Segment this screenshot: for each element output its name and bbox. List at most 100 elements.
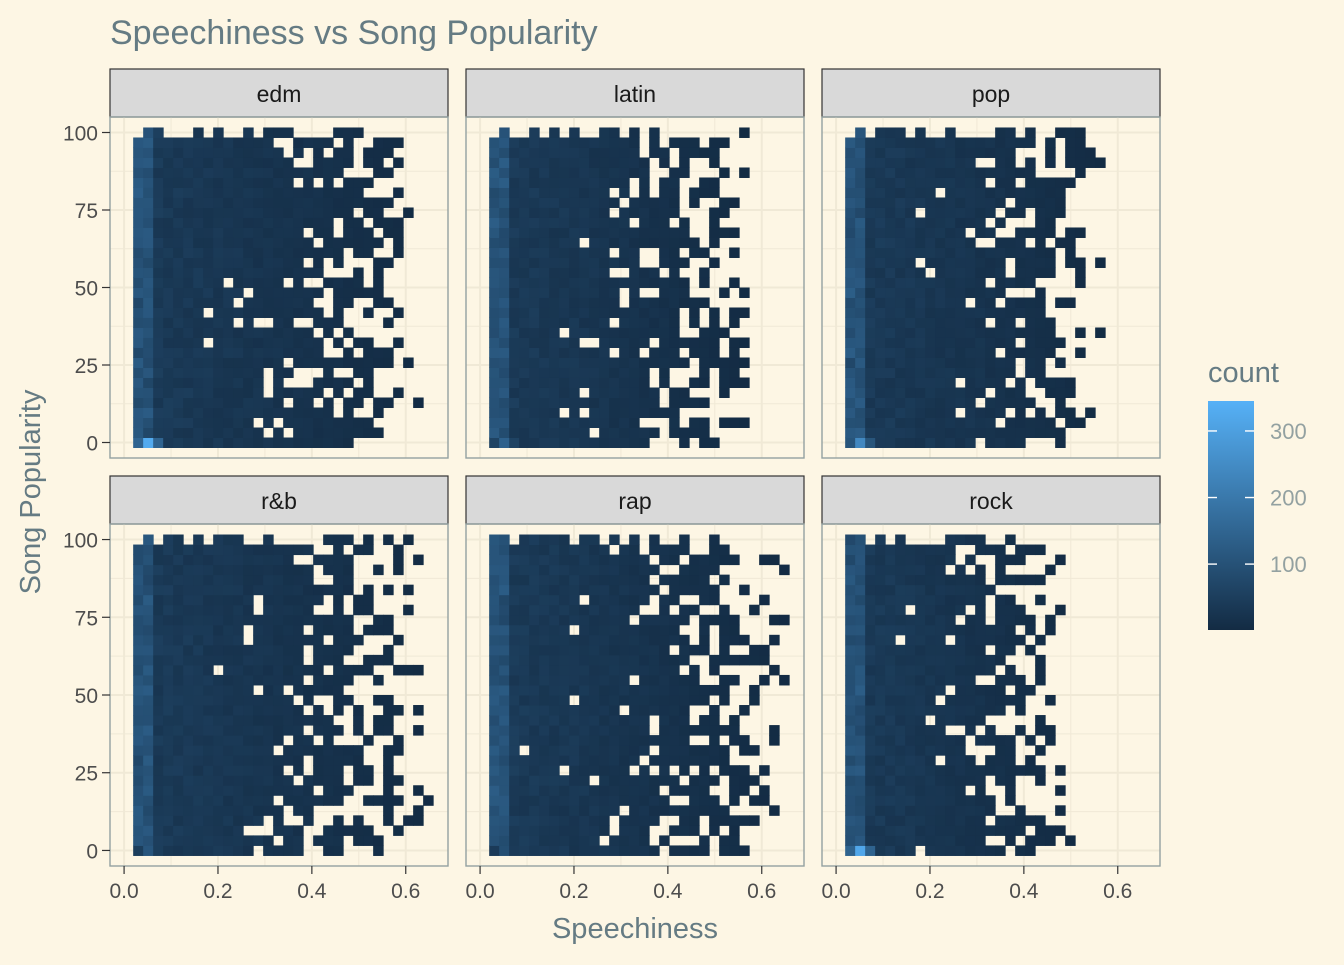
heatmap-tile — [273, 327, 284, 338]
heatmap-tile — [925, 674, 936, 686]
heatmap-tile — [609, 427, 620, 438]
heatmap-tile — [549, 257, 560, 268]
heatmap-tile — [579, 674, 590, 686]
heatmap-tile — [203, 437, 214, 449]
heatmap-tile — [709, 725, 720, 736]
heatmap-tile — [489, 227, 500, 238]
heatmap-tile — [213, 835, 224, 846]
heatmap-tile — [143, 137, 154, 148]
heatmap-tile — [393, 217, 404, 228]
heatmap-tile — [539, 604, 550, 616]
heatmap-tile — [193, 825, 204, 836]
heatmap-tile — [689, 427, 700, 438]
heatmap-tile — [509, 407, 520, 418]
heatmap-tile — [875, 544, 886, 556]
heatmap-tile — [569, 247, 580, 258]
heatmap-tile — [619, 157, 630, 168]
heatmap-tile — [559, 387, 570, 398]
heatmap-tile — [845, 705, 856, 716]
heatmap-tile — [539, 594, 550, 606]
heatmap-tile — [885, 327, 896, 338]
heatmap-tile — [935, 845, 946, 856]
heatmap-tile — [273, 715, 284, 726]
heatmap-tile — [223, 437, 234, 449]
heatmap-tile — [955, 417, 966, 428]
heatmap-tile — [629, 594, 640, 606]
heatmap-tile — [689, 805, 700, 816]
heatmap-tile — [143, 397, 154, 408]
heatmap-tile — [629, 257, 640, 268]
heatmap-tile — [559, 227, 570, 238]
heatmap-tile — [985, 584, 996, 596]
heatmap-tile — [333, 835, 344, 846]
heatmap-tile — [729, 845, 740, 856]
heatmap-tile — [689, 785, 700, 796]
heatmap-tile — [499, 397, 510, 408]
heatmap-tile — [895, 825, 906, 836]
heatmap-tile — [383, 644, 394, 656]
heatmap-tile — [855, 694, 866, 706]
heatmap-tile — [559, 564, 570, 576]
heatmap-tile — [353, 197, 364, 208]
heatmap-tile — [1025, 815, 1036, 826]
heatmap-tile — [1005, 755, 1016, 766]
heatmap-tile — [153, 407, 164, 418]
heatmap-tile — [519, 307, 530, 318]
heatmap-tile — [283, 347, 294, 358]
heatmap-tile — [509, 644, 520, 656]
heatmap-tile — [313, 357, 324, 368]
heatmap-tile — [213, 417, 224, 428]
heatmap-tile — [619, 835, 630, 846]
heatmap-tile — [689, 755, 700, 766]
heatmap-tile — [273, 825, 284, 836]
heatmap-tile — [173, 367, 184, 378]
heatmap-tile — [679, 815, 690, 826]
heatmap-tile — [273, 317, 284, 328]
heatmap-tile — [915, 357, 926, 368]
heatmap-tile — [163, 534, 174, 546]
heatmap-tile — [965, 287, 976, 298]
heatmap-tile — [875, 614, 886, 626]
heatmap-tile — [223, 715, 234, 726]
heatmap-tile — [639, 634, 650, 646]
heatmap-tile — [679, 297, 690, 308]
heatmap-tile — [143, 277, 154, 288]
heatmap-tile — [283, 614, 294, 626]
heatmap-tile — [1025, 624, 1036, 636]
heatmap-tile — [945, 197, 956, 208]
heatmap-tile — [579, 664, 590, 676]
heatmap-tile — [353, 765, 364, 776]
heatmap-tile — [905, 694, 916, 706]
heatmap-tile — [845, 534, 856, 546]
heatmap-tile — [659, 147, 670, 158]
heatmap-tile — [589, 187, 600, 198]
heatmap-tile — [955, 534, 966, 546]
heatmap-tile — [253, 327, 264, 338]
heatmap-tile — [519, 624, 530, 636]
heatmap-tile — [875, 634, 886, 646]
heatmap-tile — [739, 735, 750, 746]
heatmap-tile — [293, 277, 304, 288]
heatmap-tile — [679, 167, 690, 178]
heatmap-tile — [975, 257, 986, 268]
heatmap-tile — [173, 137, 184, 148]
heatmap-tile — [353, 725, 364, 736]
heatmap-tile — [383, 347, 394, 358]
heatmap-tile — [213, 604, 224, 616]
heatmap-tile — [253, 287, 264, 298]
heatmap-tile — [333, 825, 344, 836]
heatmap-tile — [749, 684, 760, 696]
heatmap-tile — [619, 554, 630, 566]
heatmap-tile — [609, 127, 620, 138]
heatmap-tile — [895, 674, 906, 686]
heatmap-tile — [133, 785, 144, 796]
heatmap-tile — [925, 554, 936, 566]
heatmap-tile — [143, 775, 154, 786]
heatmap-tile — [143, 654, 154, 666]
heatmap-tile — [323, 327, 334, 338]
heatmap-tile — [153, 674, 164, 686]
heatmap-tile — [905, 317, 916, 328]
heatmap-tile — [539, 554, 550, 566]
heatmap-tile — [619, 614, 630, 626]
